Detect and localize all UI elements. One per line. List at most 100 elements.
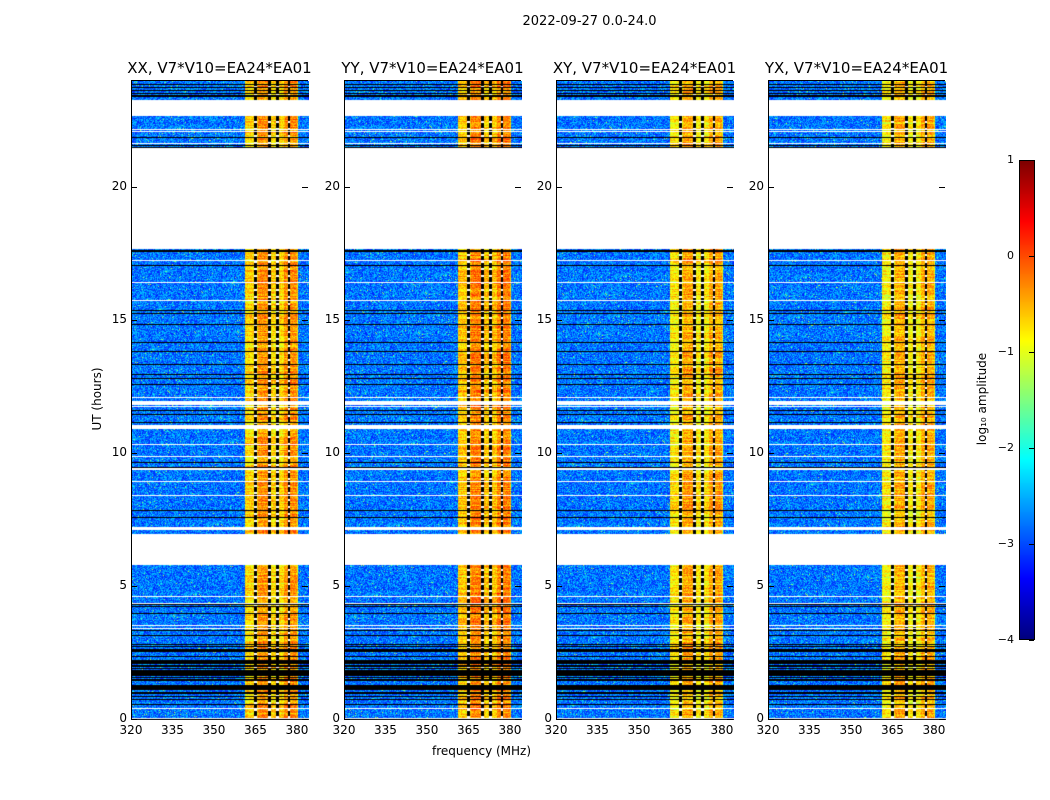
y-tick-mark (556, 719, 562, 720)
y-tick-mark (727, 319, 733, 321)
y-tick-mark (302, 719, 308, 720)
spectrogram-panel (768, 80, 946, 720)
y-tick-mark (556, 186, 562, 188)
y-tick-mark (131, 452, 137, 454)
spectrogram-image (345, 81, 522, 720)
x-tick-label: 380 (498, 723, 522, 737)
colorbar-tick-label: −4 (997, 633, 1014, 646)
colorbar-tick-mark (1029, 352, 1034, 353)
y-tick-mark (939, 585, 945, 587)
y-tick-label: 20 (748, 178, 764, 193)
colorbar-tick-mark (1029, 256, 1034, 257)
y-tick-label: 0 (119, 711, 127, 725)
y-tick-label: 10 (748, 444, 764, 459)
y-tick-label: 0 (332, 711, 340, 725)
y-tick-mark (344, 585, 350, 587)
y-tick-label: 15 (324, 311, 340, 326)
y-tick-mark (768, 719, 774, 720)
x-tick-label: 380 (922, 723, 946, 737)
y-tick-mark (515, 452, 521, 454)
colorbar-tick-label: 0 (1007, 249, 1014, 262)
x-tick-label: 335 (586, 723, 609, 737)
y-tick-mark (727, 452, 733, 454)
x-tick-label: 350 (415, 723, 439, 737)
y-tick-mark (515, 719, 521, 720)
x-tick-label: 320 (756, 723, 780, 737)
spectrogram-panel (344, 80, 522, 720)
y-tick-mark (302, 452, 308, 454)
y-tick-mark (768, 585, 774, 587)
spectrogram-image (557, 81, 734, 720)
y-tick-mark (515, 319, 521, 321)
y-tick-mark (556, 319, 562, 321)
y-tick-mark (939, 186, 945, 188)
x-tick-label: 320 (119, 723, 143, 737)
y-tick-mark (131, 585, 137, 587)
y-tick-mark (344, 319, 350, 321)
colorbar-tick-mark (1029, 544, 1034, 545)
y-tick-mark (556, 452, 562, 454)
y-tick-mark (768, 452, 774, 454)
colorbar-tick-mark (1029, 160, 1034, 161)
colorbar-tick-mark (1029, 640, 1034, 641)
y-tick-label: 15 (748, 311, 764, 326)
y-tick-mark (344, 452, 350, 454)
x-tick-label: 365 (669, 723, 692, 737)
y-tick-mark (302, 585, 308, 587)
x-tick-label: 350 (202, 723, 226, 737)
y-tick-mark (727, 186, 733, 188)
y-tick-label: 15 (536, 311, 552, 326)
y-tick-label: 20 (324, 178, 340, 193)
y-tick-label: 5 (332, 577, 340, 592)
y-tick-label: 0 (756, 711, 764, 725)
x-tick-label: 335 (161, 723, 184, 737)
panel-title: YY, V7*V10=EA24*EA01 (341, 59, 524, 77)
y-tick-label: 5 (544, 577, 552, 592)
y-tick-label: 15 (111, 311, 127, 326)
y-tick-mark (939, 452, 945, 454)
x-tick-label: 350 (627, 723, 651, 737)
x-tick-label: 320 (544, 723, 568, 737)
y-tick-label: 20 (111, 178, 127, 193)
colorbar-label: log₁₀ amplitude (975, 352, 989, 446)
x-tick-label: 320 (332, 723, 356, 737)
spectrogram-panel (131, 80, 309, 720)
y-tick-label: 10 (324, 444, 340, 459)
colorbar (1019, 160, 1035, 640)
x-axis-label: frequency (MHz) (432, 744, 532, 758)
y-tick-mark (727, 585, 733, 587)
y-tick-mark (131, 719, 137, 720)
y-axis-label: UT (hours) (90, 367, 104, 431)
x-tick-label: 335 (374, 723, 397, 737)
panel-title: XY, V7*V10=EA24*EA01 (552, 59, 737, 77)
y-tick-label: 20 (536, 178, 552, 193)
x-tick-label: 335 (798, 723, 821, 737)
y-tick-mark (302, 186, 308, 188)
x-tick-label: 365 (881, 723, 904, 737)
y-tick-mark (344, 719, 350, 720)
x-tick-label: 350 (839, 723, 863, 737)
x-tick-label: 365 (244, 723, 267, 737)
colorbar-tick-label: 1 (1007, 153, 1014, 166)
colorbar-tick-label: −3 (997, 537, 1014, 550)
spectrogram-image (132, 81, 309, 720)
y-tick-label: 10 (536, 444, 552, 459)
panel-title: YX, V7*V10=EA24*EA01 (764, 59, 949, 77)
colorbar-tick-label: −1 (997, 345, 1014, 358)
y-tick-label: 0 (544, 711, 552, 725)
y-tick-mark (727, 719, 733, 720)
spectrogram-image (769, 81, 946, 720)
y-tick-mark (131, 319, 137, 321)
y-tick-mark (768, 186, 774, 188)
y-tick-mark (302, 319, 308, 321)
spectrogram-panel (556, 80, 734, 720)
colorbar-gradient (1020, 161, 1034, 639)
colorbar-tick-label: −2 (997, 441, 1014, 454)
x-tick-label: 380 (285, 723, 309, 737)
y-tick-mark (131, 186, 137, 188)
y-tick-label: 5 (756, 577, 764, 592)
y-tick-mark (344, 186, 350, 188)
figure-title: 2022-09-27 0.0-24.0 (522, 14, 657, 29)
y-tick-mark (768, 319, 774, 321)
